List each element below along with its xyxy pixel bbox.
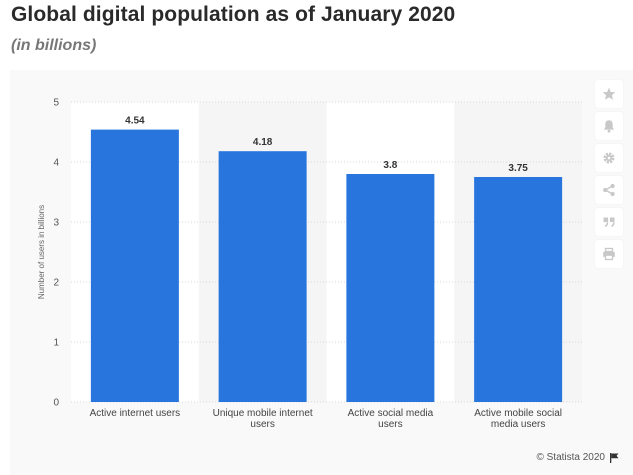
print-icon <box>603 247 615 261</box>
y-tick-label: 0 <box>53 398 59 409</box>
bar <box>218 151 307 402</box>
x-tick-label: Active mobile social media users <box>474 408 562 430</box>
share-icon <box>603 183 615 197</box>
y-axis-label: Number of users in billions <box>37 205 46 299</box>
chart-footer: © Statista 2020 <box>536 452 619 463</box>
chart-title: Global digital population as of January … <box>11 3 456 26</box>
bar <box>346 174 435 402</box>
cite-button[interactable] <box>595 208 623 236</box>
bar <box>474 177 563 402</box>
bar <box>90 129 179 402</box>
quote-icon <box>603 217 615 227</box>
chart-toolbar <box>595 80 623 268</box>
data-label: 3.8 <box>383 160 397 171</box>
x-tick-label: Active social media users <box>348 408 434 430</box>
flag-icon[interactable] <box>610 452 619 463</box>
settings-button[interactable] <box>595 144 623 172</box>
notification-button[interactable] <box>595 112 623 140</box>
favorite-button[interactable] <box>595 80 623 108</box>
x-tick-label: Unique mobile internet users <box>213 408 313 430</box>
data-label: 3.75 <box>508 163 528 174</box>
star-icon <box>602 87 616 100</box>
data-label: 4.54 <box>125 116 145 127</box>
y-tick-label: 2 <box>53 278 59 289</box>
y-tick-label: 4 <box>53 158 59 169</box>
bell-icon <box>603 120 615 133</box>
y-tick-label: 1 <box>53 338 59 349</box>
y-tick-label: 5 <box>53 98 59 109</box>
y-tick-label: 3 <box>53 218 59 229</box>
print-button[interactable] <box>595 240 623 268</box>
chart-subtitle: (in billions) <box>11 37 97 54</box>
gear-icon <box>603 152 615 164</box>
share-button[interactable] <box>595 176 623 204</box>
data-label: 4.18 <box>253 137 273 148</box>
x-tick-label: Active internet users <box>90 408 181 419</box>
source-credit[interactable]: © Statista 2020 <box>536 452 605 463</box>
